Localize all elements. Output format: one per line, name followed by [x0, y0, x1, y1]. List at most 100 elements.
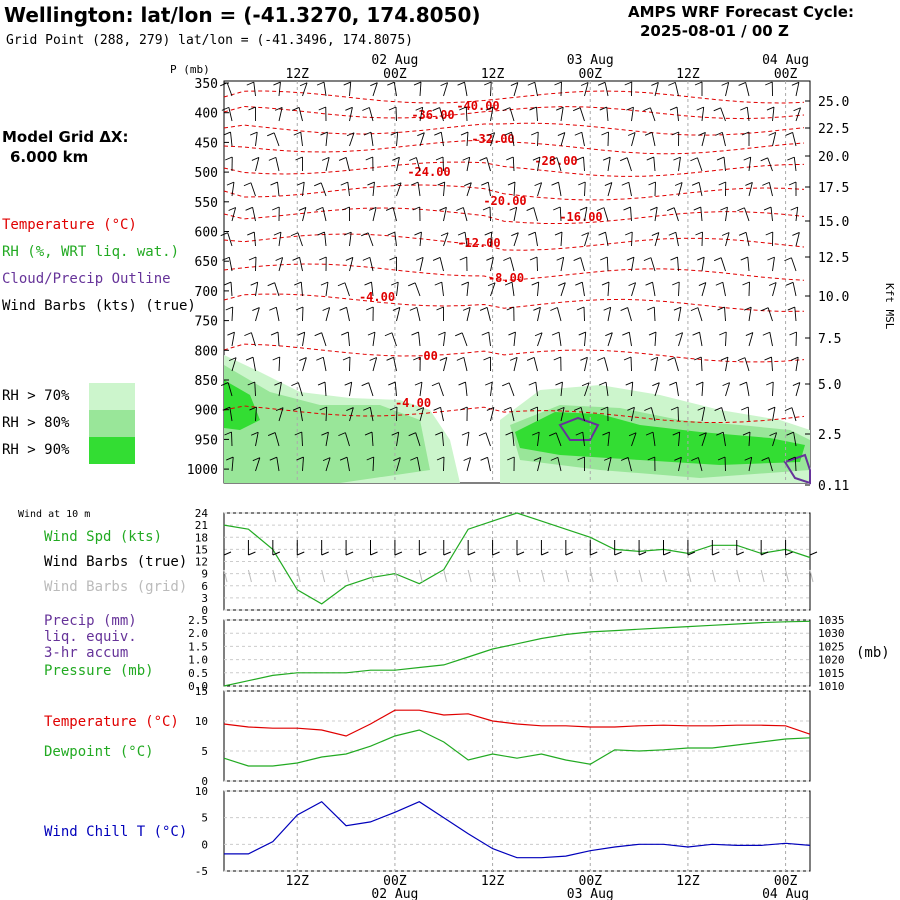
isotherm: [223, 233, 805, 251]
wind-barb: [769, 332, 773, 347]
wind-barb-flag: [314, 182, 322, 187]
surface-wind-barb-flag: [565, 551, 574, 556]
wind-barb-flag: [296, 456, 304, 461]
wind-barb-flag: [786, 431, 794, 436]
wind-barb-flag: [408, 432, 416, 437]
grid-wind-barb: [638, 569, 643, 583]
isotherm: [223, 90, 805, 104]
wind-barb: [439, 257, 444, 272]
wind-barb: [654, 82, 659, 97]
wind-barb-flag: [647, 306, 655, 311]
wind-barb: [584, 181, 586, 197]
date-label-top: 04 Aug: [762, 53, 809, 68]
wind-barb-flag: [273, 81, 281, 86]
wind-barb: [631, 132, 636, 147]
wind-barb: [556, 307, 562, 322]
wind-barb-flag: [248, 256, 257, 261]
wind-barb-flag: [267, 282, 275, 287]
wind-barb: [559, 206, 562, 222]
wind-barb: [792, 132, 797, 147]
wind-barb: [746, 382, 750, 397]
wind-barb: [537, 432, 540, 447]
wind-barb: [584, 382, 590, 397]
isotherm-label: -20.00: [483, 194, 526, 208]
wind-barb: [605, 232, 609, 247]
wind-barb: [490, 257, 494, 272]
wind-barb: [772, 107, 775, 122]
wind-barb: [771, 357, 773, 372]
wind-barb: [560, 132, 566, 147]
date-label-top: 02 Aug: [371, 53, 418, 68]
wind-barb-flag: [784, 257, 792, 262]
wind-barb-flag: [321, 431, 329, 436]
series-line: [223, 709, 811, 737]
wind-barb: [278, 257, 284, 272]
wind-barb-flag: [432, 107, 440, 111]
wind-barb-flag: [245, 356, 254, 361]
wind-barb: [795, 82, 800, 97]
wind-barb: [486, 157, 491, 172]
grid-wind-barb: [467, 569, 472, 583]
wind-barb-flag: [246, 81, 254, 86]
wind-barb: [584, 332, 587, 347]
pressure-tick: 850: [195, 374, 218, 389]
wind-barb: [414, 282, 421, 297]
wind-barb-flag: [768, 282, 777, 286]
wind-barb: [533, 207, 538, 222]
wind-barb: [723, 157, 726, 172]
wind-barb-flag: [721, 232, 730, 236]
isotherm-label: -4.00: [395, 396, 431, 410]
wind-barb-flag: [549, 157, 558, 162]
wind-barb: [490, 282, 496, 297]
wind-barb-flag: [534, 332, 543, 337]
wind-barb: [513, 82, 519, 97]
wind-barb: [438, 382, 444, 397]
wind-barb-flag: [601, 131, 609, 136]
wind-barb: [720, 257, 726, 272]
wind-barb: [465, 106, 468, 122]
wind-barb-flag: [526, 357, 535, 361]
wind-barb-flag: [363, 406, 371, 411]
wind-barb-flag: [717, 306, 725, 311]
wind-barb-flag: [346, 407, 354, 411]
grid-wind-barb: [736, 569, 741, 583]
wind-barb: [255, 432, 259, 447]
wind-barb-flag: [459, 256, 467, 261]
cloud-outline: [783, 453, 811, 485]
wind-barb-flag: [459, 106, 467, 111]
wind-barb: [392, 207, 397, 222]
wind-barb: [537, 182, 543, 197]
wind-barb: [748, 332, 754, 347]
wind-barb: [678, 182, 683, 197]
wind-barb-flag: [557, 132, 566, 136]
hour-label-top: 00Z: [383, 67, 407, 82]
wind-barb-flag: [597, 357, 605, 361]
wind-barb-flag: [626, 106, 634, 111]
wind-barb-flag: [273, 231, 282, 236]
wind-barb: [323, 82, 327, 97]
wind-barb: [250, 332, 256, 347]
precip-liq-label: liq. equiv.: [44, 629, 137, 645]
surface-wind-barb-flag: [467, 551, 476, 556]
wind-barb-flag: [391, 281, 399, 286]
wind-barb: [325, 157, 330, 172]
wind-barb-flag: [511, 232, 519, 237]
wind-barb-flag: [417, 132, 425, 137]
wind-barb-flag: [761, 457, 769, 461]
wind-barb: [346, 457, 350, 472]
wind-barb: [772, 407, 776, 422]
wind-barb: [583, 157, 585, 172]
wind-barb: [443, 82, 449, 97]
wind-barb-flag: [527, 81, 536, 86]
wind-barb-flag: [550, 307, 558, 311]
wind-barb: [654, 207, 658, 222]
wind-barb: [581, 132, 585, 147]
height-tick: 25.0: [818, 95, 849, 110]
wind-barb-flag: [648, 331, 657, 336]
wind-barb: [394, 232, 397, 247]
wind-barb-flag: [432, 257, 441, 261]
wind-barb: [393, 82, 397, 97]
wind-barb: [791, 257, 797, 272]
wind-barb-flag: [267, 432, 276, 436]
pressure-tick: 1000: [187, 463, 218, 478]
